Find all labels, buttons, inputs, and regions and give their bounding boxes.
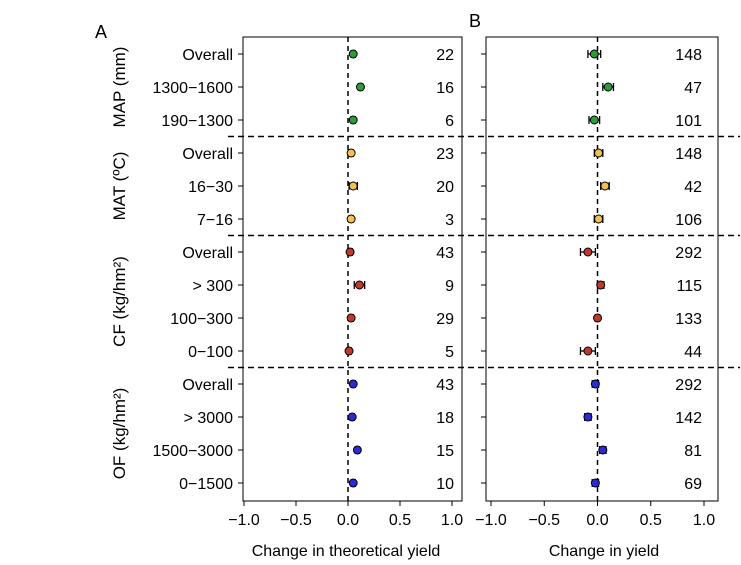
sample-size-label: 6 — [445, 113, 454, 130]
row-label: 100−300 — [170, 311, 233, 328]
row-label: Overall — [182, 146, 233, 163]
group-separators — [228, 135, 740, 369]
x-tick-label: −0.5 — [280, 512, 312, 529]
data-point — [347, 412, 357, 422]
data-point — [593, 313, 602, 323]
sample-size-label: 29 — [436, 311, 454, 328]
sample-size-label: 101 — [675, 113, 702, 130]
sample-size-label: 15 — [436, 443, 454, 460]
panel-b-frame — [485, 36, 719, 502]
data-point — [348, 49, 358, 59]
data-point — [346, 313, 356, 323]
row-label: 1300−1600 — [152, 80, 233, 97]
data-point — [590, 379, 600, 389]
x-tick-label: −0.5 — [528, 512, 560, 529]
panel-a-frame — [242, 36, 463, 502]
sample-size-label: 292 — [675, 377, 702, 394]
sample-size-label: 3 — [445, 212, 454, 229]
x-tick-label: −1.0 — [228, 512, 260, 529]
data-point — [345, 247, 355, 257]
sample-size-label: 133 — [675, 311, 702, 328]
x-tick-label: 1.0 — [693, 512, 715, 529]
row-label: Overall — [182, 47, 233, 64]
panel-a: A Change in theoretical yield — [95, 22, 463, 560]
sample-size-label: 42 — [684, 179, 702, 196]
x-tick-label: 0.5 — [389, 512, 411, 529]
sample-size-label: 16 — [436, 80, 454, 97]
sample-size-label: 43 — [436, 245, 454, 262]
x-tick-label: 0.0 — [586, 512, 608, 529]
sample-size-label: 23 — [436, 146, 454, 163]
sample-size-label: 106 — [675, 212, 702, 229]
data-point — [594, 214, 604, 224]
sample-size-label: 9 — [445, 278, 454, 295]
sample-size-label: 148 — [675, 146, 702, 163]
data-point — [348, 379, 358, 389]
sample-size-label: 142 — [675, 410, 702, 427]
data-point — [352, 445, 362, 455]
data-point — [598, 445, 608, 455]
data-marks: 22 16 6 23 20 3 43 9 29 5 43 18 15 10 148 47 101 148 42 106… — [344, 37, 702, 501]
sample-size-label: 43 — [436, 377, 454, 394]
data-point — [346, 214, 356, 224]
data-point — [348, 115, 358, 125]
x-tick-label: 0.0 — [337, 512, 359, 529]
data-point — [596, 280, 606, 290]
data-point — [600, 181, 610, 191]
sample-size-label: 10 — [436, 476, 454, 493]
panel-a-letter: A — [95, 22, 107, 42]
row-label: 0−1500 — [179, 476, 233, 493]
data-point — [583, 412, 593, 422]
x-tick-label: 1.0 — [441, 512, 463, 529]
row-label: 1500−3000 — [152, 443, 233, 460]
data-point — [348, 478, 358, 488]
sample-size-label: 292 — [675, 245, 702, 262]
sample-size-label: 20 — [436, 179, 454, 196]
data-point — [355, 82, 365, 92]
row-label: > 300 — [193, 278, 234, 295]
row-labels: Overall 1300−1600 190−1300 Overall 16−30 7−16… — [152, 47, 233, 493]
data-point — [583, 346, 593, 356]
data-point — [589, 115, 599, 125]
data-point — [348, 181, 358, 191]
sample-size-label: 47 — [684, 80, 702, 97]
panel-b-letter: B — [469, 11, 481, 31]
group-label: CF (kg/hm²) — [110, 256, 129, 347]
panel-a-xlabel: Change in theoretical yield — [252, 543, 441, 560]
data-point — [589, 49, 599, 59]
row-label: 190−1300 — [161, 113, 233, 130]
row-label: Overall — [182, 245, 233, 262]
row-label: 0−100 — [188, 344, 233, 361]
sample-size-label: 18 — [436, 410, 454, 427]
sample-size-label: 115 — [676, 278, 702, 295]
panel-b: B Change in yield — [469, 11, 719, 560]
group-label: OF (kg/hm²) — [110, 388, 129, 480]
row-label: 16−30 — [188, 179, 233, 196]
data-point — [344, 346, 354, 356]
sample-size-label: 44 — [684, 344, 702, 361]
axes: −1.0 −0.5 0.0 0.5 1.0 −1.0 −0.5 0.0 0.5 1.0 — [228, 53, 715, 529]
sample-size-label: 148 — [675, 47, 702, 64]
sample-size-label: 5 — [445, 344, 454, 361]
sample-size-label: 22 — [436, 47, 454, 64]
data-point — [583, 247, 593, 257]
row-label: 7−16 — [197, 212, 233, 229]
row-label: Overall — [182, 377, 233, 394]
sample-size-label: 69 — [684, 476, 702, 493]
panel-b-xlabel: Change in yield — [549, 543, 659, 560]
group-labels: MAP (mm) MAT (ºC) CF (kg/hm²) OF (kg/hm²) — [110, 47, 129, 480]
sample-size-label: 81 — [684, 443, 702, 460]
data-point — [354, 280, 364, 290]
group-label: MAT (ºC) — [110, 152, 129, 221]
data-point — [594, 148, 604, 158]
row-label: > 3000 — [184, 410, 233, 427]
data-point — [346, 148, 356, 158]
data-point — [590, 478, 600, 488]
group-label: MAP (mm) — [110, 47, 129, 128]
x-tick-label: −1.0 — [475, 512, 507, 529]
data-point — [603, 82, 613, 92]
x-tick-label: 0.5 — [640, 512, 662, 529]
